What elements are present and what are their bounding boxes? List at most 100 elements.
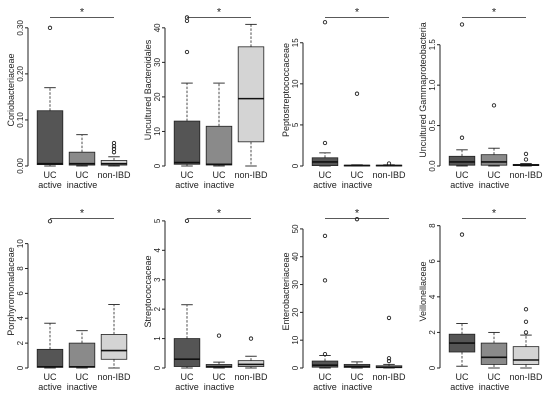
group-label-line2: inactive — [342, 180, 373, 190]
y-tick-label: 0.0 — [428, 160, 437, 172]
y-tick-label: 0.5 — [428, 119, 437, 131]
outlier-point — [322, 20, 328, 25]
y-tick-label: 0.20 — [16, 66, 25, 82]
iqr-box — [173, 120, 201, 165]
outlier-point — [459, 22, 465, 27]
y-tick-label: 20 — [291, 307, 300, 316]
group-label-line2: non-IBD — [509, 170, 543, 180]
group-label-line2: inactive — [479, 180, 510, 190]
iqr-box — [448, 155, 476, 166]
box-group-3: non-IBD — [372, 161, 406, 180]
box-group-3: non-IBD — [97, 140, 131, 180]
outlier-point — [459, 135, 465, 140]
box-group-3: non-IBD — [234, 23, 268, 180]
box-group-3: non-IBD — [509, 307, 543, 382]
iqr-box — [68, 151, 96, 166]
outlier-point — [47, 219, 53, 224]
group-label-line1: UC — [351, 170, 364, 180]
y-tick-label: 5 — [291, 122, 300, 127]
outlier-point — [111, 146, 117, 152]
significance-star: * — [217, 7, 222, 19]
outlier-point — [322, 278, 328, 283]
boxplot-panel-5: 0246810Porphyromonadaceae*UCactiveUCinac… — [6, 208, 131, 393]
group-label-line2: non-IBD — [234, 170, 268, 180]
y-axis-title: Streptococcaceae — [143, 255, 153, 327]
group-label-line1: UC — [76, 170, 89, 180]
iqr-box — [480, 342, 508, 365]
y-tick-label: 1.0 — [428, 79, 437, 91]
y-axis-title: Coriobacteriaceae — [6, 53, 16, 126]
group-label-line2: active — [313, 180, 337, 190]
group-label-line2: inactive — [204, 382, 235, 392]
box-group-3: non-IBD — [509, 151, 543, 180]
iqr-box — [480, 154, 508, 166]
group-label-line2: active — [38, 180, 62, 190]
y-tick-label: 0.30 — [16, 19, 25, 35]
iqr-box — [68, 342, 96, 368]
y-tick-label: 10 — [291, 335, 300, 344]
y-tick-label: 0 — [428, 365, 437, 370]
iqr-box — [237, 46, 265, 143]
box-group-3: non-IBD — [372, 315, 406, 382]
y-axis-title: Peptostreptococcaceae — [281, 43, 291, 137]
y-tick-label: 0 — [291, 365, 300, 370]
y-tick-label: 40 — [291, 252, 300, 261]
y-axis-title: Uncultured Gammaproteobacteria — [418, 22, 428, 158]
group-label-line2: non-IBD — [372, 170, 406, 180]
outlier-point — [111, 140, 117, 146]
y-tick-label: 0 — [153, 365, 162, 370]
outlier-point — [354, 91, 360, 96]
y-tick-label: 5 — [153, 218, 162, 223]
group-label-line1: UC — [488, 170, 501, 180]
y-tick-label: 0.10 — [16, 112, 25, 128]
outlier-point — [386, 358, 392, 364]
group-label-line2: inactive — [67, 382, 98, 392]
outlier-point — [322, 140, 328, 146]
y-tick-label: 30 — [291, 280, 300, 289]
box-group-3: non-IBD — [97, 304, 131, 382]
y-tick-label: 10 — [16, 239, 25, 248]
group-label-line2: active — [313, 382, 337, 392]
box-group-3: non-IBD — [234, 336, 268, 382]
group-label-line1: UC — [44, 170, 57, 180]
y-tick-label: 0 — [153, 163, 162, 168]
y-tick-label: 15 — [291, 38, 300, 47]
group-label-line2: inactive — [67, 180, 98, 190]
y-tick-label: 4 — [16, 315, 25, 320]
significance-star: * — [355, 7, 360, 19]
group-label-line1: UC — [456, 372, 469, 382]
y-tick-label: 1 — [153, 336, 162, 341]
significance-star: * — [492, 208, 497, 220]
outlier-point — [248, 336, 254, 341]
group-label-line2: active — [38, 382, 62, 392]
outlier-point — [322, 233, 328, 239]
y-axis-title: Porphyromonadaceae — [6, 247, 16, 336]
y-tick-label: 20 — [153, 92, 162, 101]
y-axis-title: Veillonellaceae — [418, 261, 428, 321]
outlier-point — [523, 151, 529, 157]
group-label-line1: UC — [319, 372, 332, 382]
outlier-point — [184, 15, 190, 20]
group-label-line2: non-IBD — [97, 170, 131, 180]
group-label-line1: UC — [213, 170, 226, 180]
boxplot-panel-8: 02468Veillonellaceae*UCactiveUCinactiven… — [418, 208, 543, 393]
y-tick-label: 4 — [428, 294, 437, 299]
group-label-line2: inactive — [479, 382, 510, 392]
outlier-point — [386, 356, 392, 361]
iqr-box — [173, 338, 201, 367]
iqr-box — [205, 125, 233, 166]
group-label-line1: UC — [456, 170, 469, 180]
